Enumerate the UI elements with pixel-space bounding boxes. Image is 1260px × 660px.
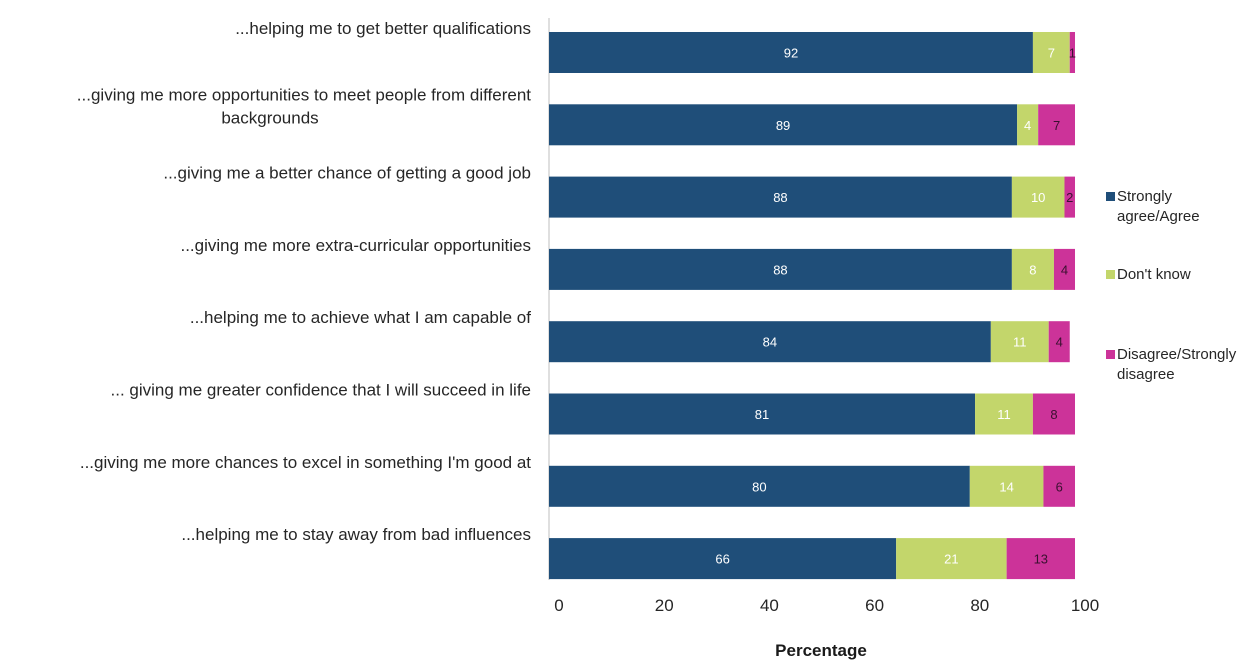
data-label: 88 xyxy=(773,262,787,277)
data-label: 7 xyxy=(1048,46,1055,61)
data-label: 4 xyxy=(1061,262,1068,277)
data-label: 2 xyxy=(1066,190,1073,205)
data-label: 88 xyxy=(773,190,787,205)
data-label: 11 xyxy=(997,407,1011,422)
bar-segment xyxy=(549,248,1012,290)
bar-segment xyxy=(549,393,976,435)
data-label: 8 xyxy=(1050,407,1057,422)
data-label: 89 xyxy=(776,118,790,133)
bar-segment xyxy=(549,104,1018,146)
bar-segment xyxy=(549,465,970,507)
category-label: ...helping me to get better qualificatio… xyxy=(235,19,531,38)
data-label: 13 xyxy=(1034,552,1048,567)
data-label: 8 xyxy=(1029,262,1036,277)
category-label: ...giving me more chances to excel in so… xyxy=(80,453,531,472)
data-label: 21 xyxy=(944,552,958,567)
data-label: 11 xyxy=(1013,335,1027,350)
bar-segment xyxy=(1011,248,1054,290)
data-label: 1 xyxy=(1069,46,1076,61)
data-label: 80 xyxy=(752,479,766,494)
bar-segment xyxy=(1064,176,1075,218)
legend-label: Disagree/Strongly xyxy=(1117,346,1237,363)
bar-segment xyxy=(549,176,1012,218)
bar-segment xyxy=(549,538,897,580)
bar-segment xyxy=(1053,248,1075,290)
data-label: 4 xyxy=(1024,118,1031,133)
data-label: 81 xyxy=(755,407,769,422)
legend-swatch xyxy=(1106,192,1115,201)
legend-swatch xyxy=(1106,270,1115,279)
bar-segment xyxy=(1032,393,1075,435)
bar-segment xyxy=(549,321,991,363)
category-label: ... giving me greater confidence that I … xyxy=(111,381,532,400)
legend-label: disagree xyxy=(1117,366,1175,383)
x-tick-label: 60 xyxy=(865,596,884,615)
data-label: 84 xyxy=(763,335,777,350)
data-label: 10 xyxy=(1031,190,1045,205)
category-label: ...helping me to stay away from bad infl… xyxy=(181,525,531,544)
data-label: 4 xyxy=(1056,335,1063,350)
legend-label: Don't know xyxy=(1117,266,1191,283)
legend-swatch xyxy=(1106,350,1115,359)
legend-label: agree/Agree xyxy=(1117,208,1200,225)
x-axis-title: Percentage xyxy=(775,641,867,660)
data-label: 7 xyxy=(1053,118,1060,133)
data-label: 14 xyxy=(999,479,1013,494)
data-label: 66 xyxy=(715,552,729,567)
bar-segment xyxy=(1017,104,1039,146)
x-tick-label: 80 xyxy=(970,596,989,615)
bar-segment xyxy=(549,32,1033,73)
x-tick-label: 40 xyxy=(760,596,779,615)
data-label: 92 xyxy=(784,46,798,61)
category-label: ...giving me more opportunities to meet … xyxy=(77,85,531,104)
legend-label: Strongly xyxy=(1117,188,1173,205)
bar-segment xyxy=(969,465,1044,507)
bar-segment xyxy=(1011,176,1065,218)
bar-segment xyxy=(1038,104,1075,146)
x-tick-label: 0 xyxy=(554,596,563,615)
category-label: backgrounds xyxy=(221,108,318,127)
bar-segment xyxy=(1006,538,1075,580)
category-label: ...giving me a better chance of getting … xyxy=(163,164,531,183)
category-label: ...giving me more extra-curricular oppor… xyxy=(180,236,531,255)
category-label: ...helping me to achieve what I am capab… xyxy=(190,308,531,327)
data-label: 6 xyxy=(1056,479,1063,494)
bar-segment xyxy=(990,321,1049,363)
bar-segment xyxy=(1069,32,1075,73)
bar-segment xyxy=(1048,321,1070,363)
x-tick-label: 100 xyxy=(1071,596,1099,615)
bar-segment xyxy=(975,393,1033,435)
bar-segment xyxy=(1032,32,1070,73)
x-tick-label: 20 xyxy=(655,596,674,615)
bar-segment xyxy=(896,538,1007,580)
bar-segment xyxy=(1043,465,1075,507)
